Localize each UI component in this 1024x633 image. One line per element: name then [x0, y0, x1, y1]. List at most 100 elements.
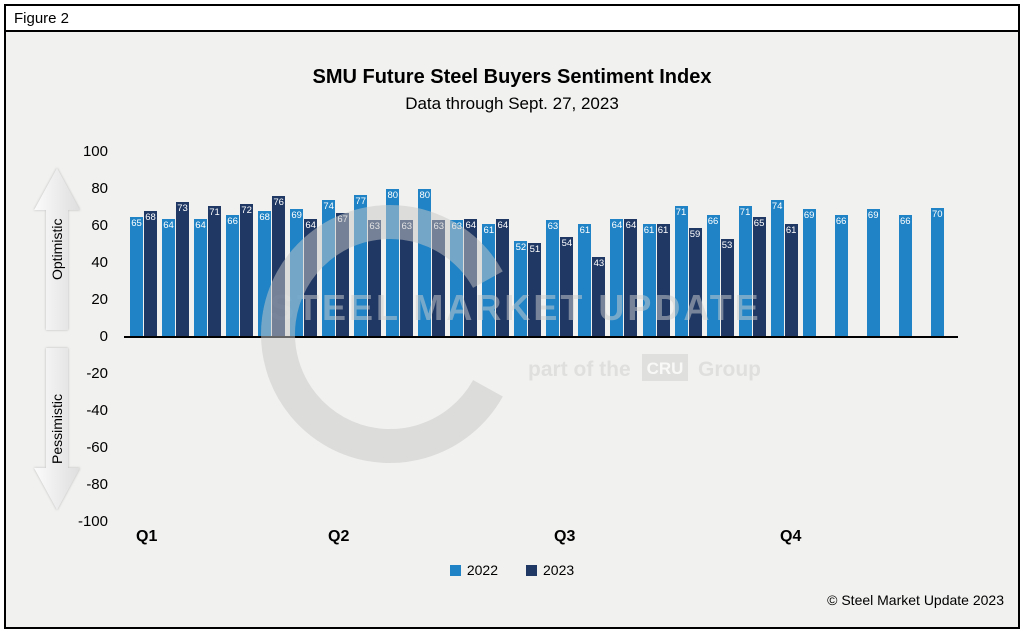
bar-2022: 69: [802, 209, 816, 337]
bar-2022: 64: [162, 218, 176, 337]
bar-2022: 61: [482, 224, 496, 337]
bar-2023: 54: [560, 237, 574, 337]
y-tick-label: -40: [86, 402, 108, 419]
bar-value-label: 63: [433, 221, 445, 233]
bar-value-label: 61: [785, 225, 797, 237]
bar-value-label: 64: [163, 219, 174, 231]
legend-item-2023: 2023: [526, 562, 574, 578]
bar-value-label: 80: [419, 190, 431, 201]
chart-title: SMU Future Steel Buyers Sentiment Index: [312, 66, 712, 88]
bar-2022: 65: [130, 216, 143, 337]
bar-2022: 66: [706, 214, 720, 337]
bar-group: 64 71: [194, 152, 222, 337]
bar-value-label: 70: [931, 208, 943, 220]
bar-value-label: 61: [579, 225, 591, 237]
legend-label-2023: 2023: [543, 562, 575, 578]
bar-2023: 64: [464, 218, 478, 337]
bar-2022: 68: [258, 211, 272, 337]
chart-subtitle: Data through Sept. 27, 2023: [405, 94, 619, 113]
bar-group: 66 53: [706, 152, 734, 337]
bar-value-label: 64: [305, 219, 316, 231]
bar-2022: 80: [418, 189, 432, 337]
bar-group: 63 64: [450, 152, 478, 337]
bar-group: 61 64: [482, 152, 510, 337]
figure-strip: Figure 2: [6, 6, 1018, 32]
y-tick-label: -100: [77, 513, 108, 530]
bar-group: 63 54: [546, 152, 574, 337]
bar-group: 69 64: [290, 152, 318, 337]
bar-2022: 74: [770, 200, 784, 337]
bar-2023: 71: [208, 205, 222, 337]
bar-value-label: 64: [195, 219, 206, 231]
y-tick-label: 40: [91, 254, 108, 271]
y-tick-label: 0: [99, 328, 108, 345]
bar-2023: 59: [688, 227, 702, 337]
x-tick-q4: Q4: [780, 528, 802, 545]
legend-item-2022: 2022: [449, 562, 498, 578]
bar-value-label: 66: [227, 215, 238, 227]
figure-label: Figure 2: [14, 10, 70, 27]
bar-value-label: 68: [259, 212, 270, 224]
bar-2023: 61: [656, 224, 670, 337]
bar-group: 64 73: [162, 152, 190, 337]
bars-container: 65 68 64 73 64 71 66 72 68 76 69 64 74 67 77 63 80 63 80 63…: [130, 152, 958, 337]
bar-value-label: 63: [369, 221, 380, 233]
bar-2023: 63: [368, 220, 382, 337]
bar-group: 68 76: [258, 152, 286, 337]
bar-2022: 63: [546, 220, 560, 337]
bar-group: 66 72: [226, 152, 254, 337]
bar-2023: 73: [176, 201, 190, 337]
bar-2023: 61: [784, 224, 798, 337]
bar-group: 52 51: [514, 152, 542, 337]
y-tick-label: 60: [91, 217, 108, 234]
bar-group: 69: [866, 152, 894, 337]
bar-value-label: 74: [771, 201, 783, 213]
bar-value-label: 67: [337, 214, 348, 226]
bar-2023: 64: [496, 218, 510, 337]
bar-value-label: 68: [145, 212, 156, 224]
copyright-text: © Steel Market Update 2023: [827, 592, 1004, 608]
bar-2022: 77: [354, 194, 368, 337]
bar-value-label: 66: [835, 215, 847, 227]
bar-value-label: 54: [561, 238, 573, 250]
y-tick-label: 80: [91, 180, 108, 197]
bar-group: 74 61: [770, 152, 798, 337]
bar-value-label: 77: [355, 195, 366, 207]
bar-value-label: 63: [401, 221, 413, 233]
bar-2022: 66: [898, 214, 912, 337]
bar-group: 80 63: [418, 152, 446, 337]
bar-value-label: 63: [547, 221, 559, 233]
bar-value-label: 71: [209, 206, 220, 218]
bar-value-label: 64: [625, 219, 637, 231]
bar-2022: 64: [610, 218, 624, 337]
legend: 2022 2023: [6, 562, 1018, 578]
figure-frame: Figure 2 SMU Future Steel Buyers Sentime…: [4, 4, 1020, 629]
bar-value-label: 80: [387, 190, 399, 201]
bar-value-label: 69: [867, 210, 879, 222]
bar-2022: 52: [514, 240, 528, 337]
bar-2022: 63: [450, 220, 464, 337]
x-tick-q2: Q2: [328, 528, 350, 545]
bar-group: 65 68: [130, 152, 157, 337]
bar-2023: 53: [720, 238, 734, 337]
x-tick-q1: Q1: [136, 528, 158, 545]
bar-2022: 71: [674, 205, 688, 337]
bar-value-label: 61: [643, 225, 655, 237]
bar-2022: 71: [738, 205, 752, 337]
bar-2022: 66: [834, 214, 848, 337]
bar-group: 66: [898, 152, 926, 337]
bar-2022: 64: [194, 218, 208, 337]
bar-value-label: 53: [721, 239, 733, 251]
bar-value-label: 69: [803, 210, 815, 222]
bar-2022: 80: [386, 189, 400, 337]
bar-group: 69: [802, 152, 830, 337]
bar-value-label: 74: [323, 201, 334, 213]
y-tick-label: -20: [86, 365, 108, 382]
bar-2023: 63: [400, 220, 414, 337]
bar-value-label: 64: [497, 219, 509, 231]
legend-label-2022: 2022: [466, 562, 498, 578]
bar-2022: 69: [866, 209, 880, 337]
bar-2023: 43: [592, 257, 606, 337]
bar-value-label: 73: [177, 202, 188, 214]
bar-group: 80 63: [386, 152, 414, 337]
